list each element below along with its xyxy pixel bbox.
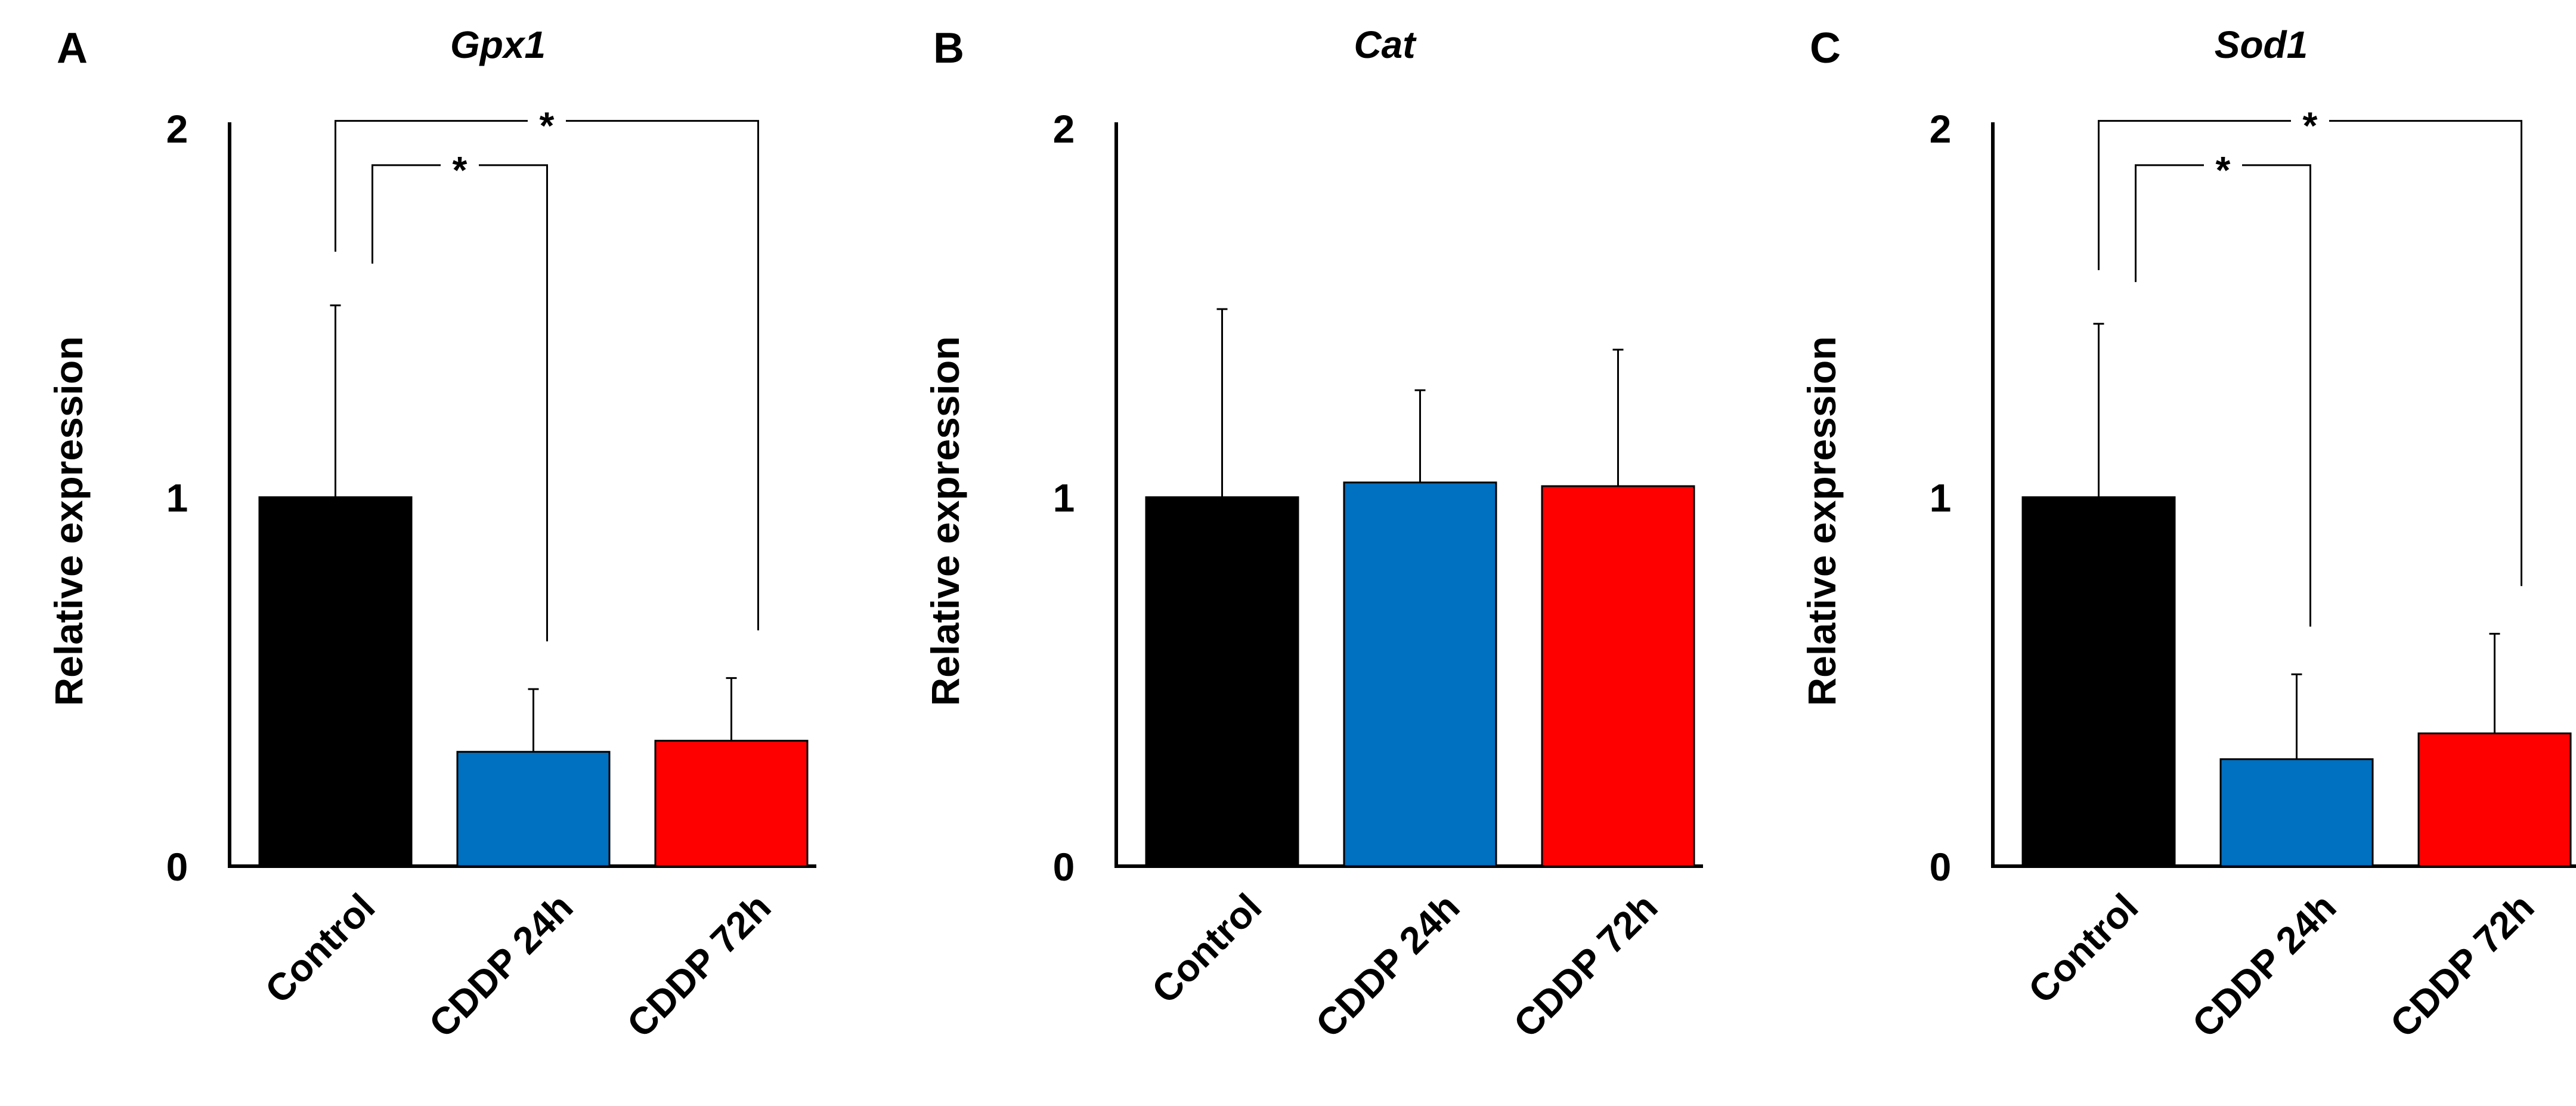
y-tick-label: 1: [166, 476, 188, 520]
significance-star: *: [540, 104, 555, 147]
panel-b: B Cat Relative expression 0 1 2 Control CDDP 24…: [923, 23, 1703, 1046]
panel-c: C Sod1 Relative expression 0 1 2 * * Control CDDP…: [1800, 23, 2576, 1046]
panel-label: C: [1810, 24, 1841, 72]
x-tick-label-cddp-72h: CDDP 72h: [1506, 885, 1666, 1046]
bar-control: [258, 496, 413, 867]
y-tick-label: 2: [166, 107, 188, 151]
x-tick-label-cddp-72h: CDDP 72h: [619, 885, 779, 1046]
x-tick-label-control: Control: [257, 885, 383, 1012]
significance-star: *: [2216, 149, 2231, 191]
bracket-right: [2242, 164, 2311, 627]
significance-bracket: *: [2098, 104, 2522, 586]
y-tick-label: 1: [1053, 476, 1075, 520]
y-tick-label: 2: [1930, 107, 1952, 151]
significance-star: *: [453, 149, 467, 191]
panel-label: A: [57, 24, 88, 72]
x-tick-label-cddp-24h: CDDP 24h: [1308, 885, 1468, 1046]
y-tick-label: 0: [166, 845, 188, 889]
x-tick-label-cddp-24h: CDDP 24h: [2184, 885, 2345, 1046]
bar-cddp-24h: [1343, 481, 1497, 867]
bar-control: [1145, 496, 1299, 867]
bracket-left: [335, 120, 528, 252]
y-tick-label: 1: [1930, 476, 1952, 520]
significance-star: *: [2303, 104, 2318, 147]
bar-cddp-72h: [2417, 732, 2572, 867]
chart-title: Sod1: [2215, 23, 2308, 66]
bar-cddp-72h: [654, 740, 809, 867]
chart-title: Cat: [1354, 23, 1417, 66]
y-tick-label: 2: [1053, 107, 1075, 151]
y-axis-label: Relative expression: [923, 336, 967, 706]
y-axis-label: Relative expression: [47, 336, 91, 706]
bracket-left: [2098, 120, 2291, 270]
significance-bracket: *: [335, 104, 759, 631]
x-tick-label-control: Control: [2020, 885, 2147, 1012]
significance-bracket: *: [2135, 149, 2311, 627]
y-tick-label: 0: [1930, 845, 1952, 889]
bar-cddp-24h: [2219, 758, 2374, 867]
bracket-left: [371, 164, 441, 264]
bracket-left: [2135, 164, 2204, 282]
y-axis-label: Relative expression: [1800, 336, 1844, 706]
bracket-right: [479, 164, 548, 642]
bracket-right: [566, 120, 759, 631]
bar-cddp-72h: [1541, 485, 1695, 867]
bracket-right: [2329, 120, 2522, 586]
x-tick-label-control: Control: [1144, 885, 1270, 1012]
bar-cddp-24h: [456, 750, 611, 867]
panel-label: B: [933, 24, 964, 72]
chart-title: Gpx1: [450, 23, 546, 66]
significance-bracket: *: [371, 149, 548, 642]
y-tick-label: 0: [1053, 845, 1075, 889]
panel-a: A Gpx1 Relative expression 0 1 2 * * Control CDDP…: [47, 23, 816, 1046]
x-tick-label-cddp-24h: CDDP 24h: [421, 885, 581, 1046]
x-tick-label-cddp-72h: CDDP 72h: [2382, 885, 2543, 1046]
bar-control: [2021, 496, 2176, 867]
